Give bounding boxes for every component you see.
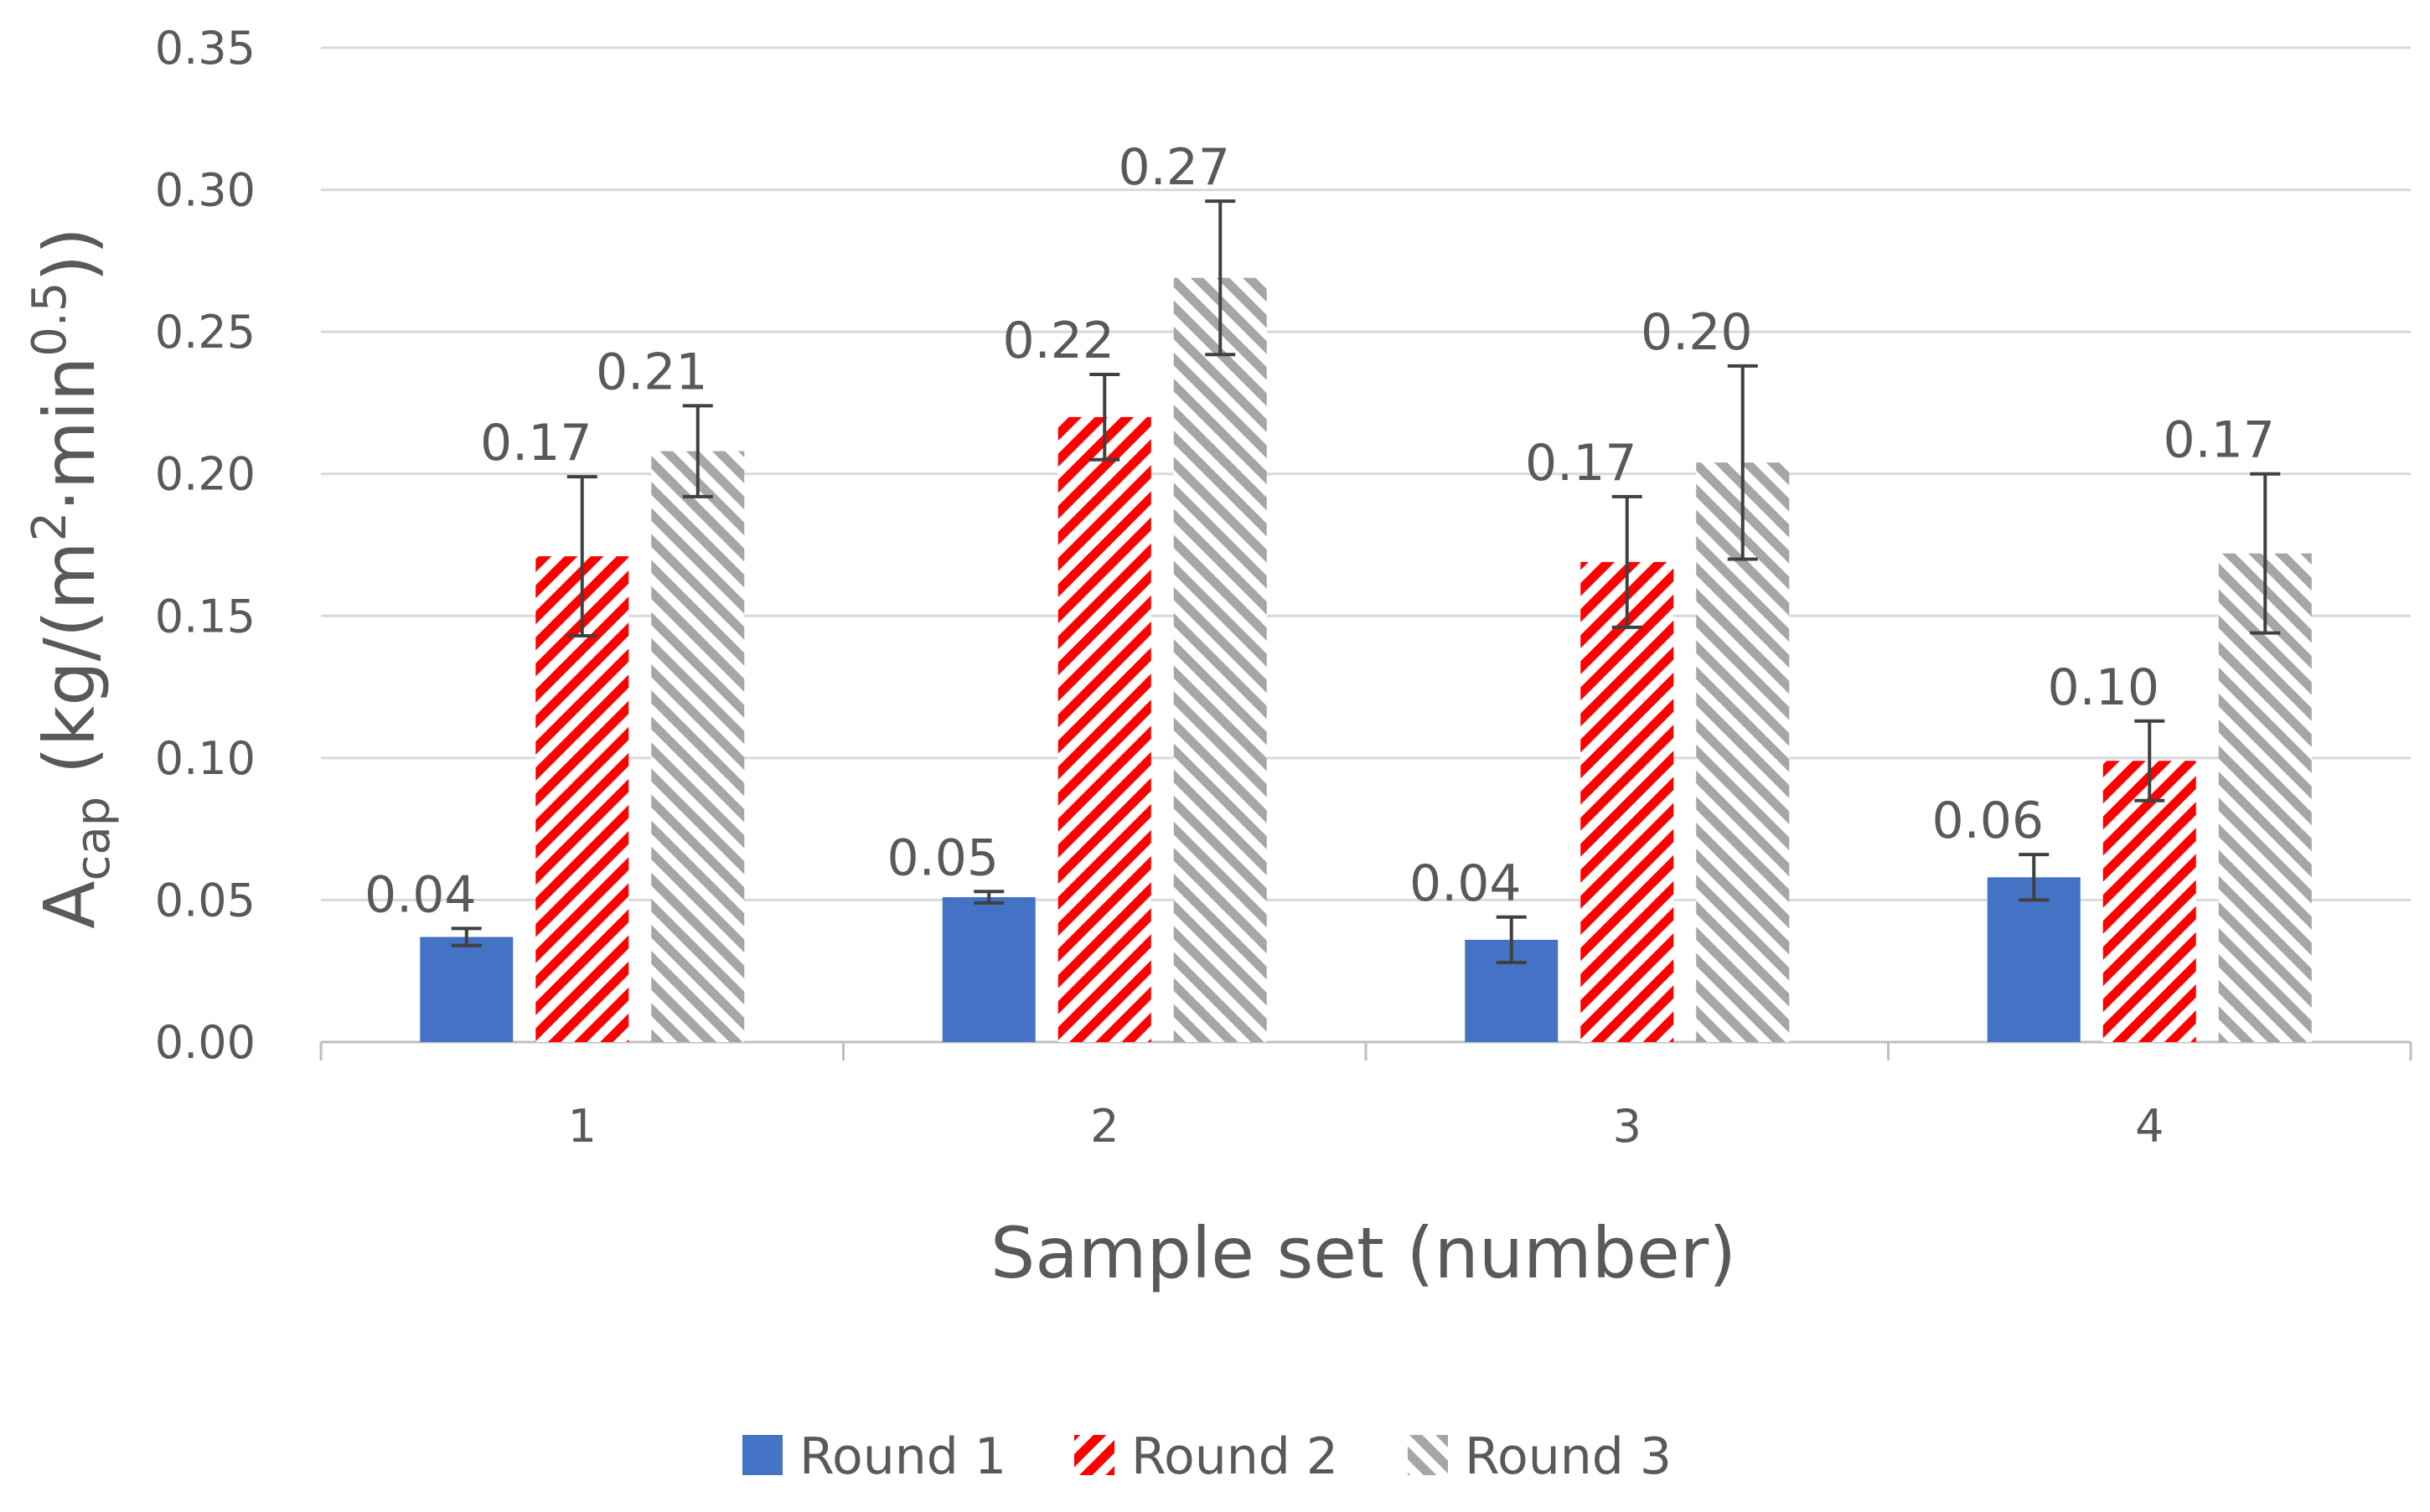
data-label: 0.27 xyxy=(1118,138,1230,197)
y-axis-ticks: 0.00 0.05 0.10 0.15 0.20 0.25 0.30 0.35 xyxy=(155,22,256,1069)
bar xyxy=(2102,761,2196,1042)
bar xyxy=(1173,277,1267,1043)
legend-label: Round 1 xyxy=(799,1427,1006,1486)
x-tick-label: 3 xyxy=(1613,1100,1642,1153)
y-tick-label: 0.10 xyxy=(155,732,256,785)
bar xyxy=(1987,877,2081,1042)
y-tick-label: 0.35 xyxy=(155,22,256,75)
y-tick-label: 0.05 xyxy=(155,874,256,926)
data-label: 0.22 xyxy=(1002,312,1114,370)
y-tick-label: 0.30 xyxy=(155,164,256,217)
legend-label: Round 2 xyxy=(1131,1427,1338,1486)
data-label: 0.17 xyxy=(2163,411,2275,470)
data-label: 0.06 xyxy=(1931,792,2044,850)
data-label: 0.17 xyxy=(480,414,592,472)
y-tick-label: 0.00 xyxy=(155,1016,256,1069)
bar xyxy=(942,897,1036,1042)
data-label: 0.04 xyxy=(1409,854,1522,913)
bar xyxy=(2218,553,2312,1042)
legend-swatch xyxy=(1408,1435,1448,1475)
data-labels: 0.04 0.05 0.04 0.06 0.17 0.22 0.17 0.10 0.21 0.27… xyxy=(364,138,2275,924)
y-axis-title: Acap (kg/(m2·min0.5)) xyxy=(23,227,121,929)
data-label: 0.05 xyxy=(887,828,999,887)
bar xyxy=(1057,416,1151,1042)
x-axis: 1 2 3 4 xyxy=(319,1040,2412,1153)
data-label: 0.21 xyxy=(596,343,708,401)
data-label: 0.10 xyxy=(2047,658,2159,717)
legend-swatch xyxy=(1074,1435,1114,1475)
legend-label: Round 3 xyxy=(1465,1427,1672,1486)
bar xyxy=(1580,561,1674,1042)
legend-swatch xyxy=(742,1435,783,1475)
data-label: 0.04 xyxy=(364,865,477,924)
error-bars xyxy=(451,199,2281,965)
x-tick-label: 1 xyxy=(568,1100,597,1153)
data-label: 0.17 xyxy=(1525,434,1637,493)
x-tick-label: 4 xyxy=(2135,1100,2164,1153)
y-tick-label: 0.15 xyxy=(155,590,256,642)
bars xyxy=(420,277,2312,1043)
x-axis-title: Sample set (number) xyxy=(990,1212,1736,1294)
data-label: 0.20 xyxy=(1641,303,1753,362)
legend: Round 1 Round 2 Round 3 xyxy=(742,1427,1672,1486)
bar xyxy=(420,937,514,1042)
y-tick-label: 0.25 xyxy=(155,306,256,359)
y-tick-label: 0.20 xyxy=(155,448,256,501)
bar xyxy=(651,451,745,1042)
gridlines xyxy=(321,46,2411,901)
x-tick-label: 2 xyxy=(1090,1100,1119,1153)
